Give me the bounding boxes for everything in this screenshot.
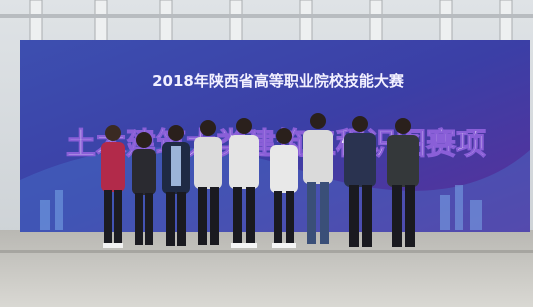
curb (0, 250, 533, 253)
photo: 2018年陕西省高等职业院校技能大赛 土木建筑大类建筑工程识图赛项 (0, 0, 533, 307)
banner-title: 2018年陕西省高等职业院校技能大赛 (152, 72, 405, 90)
pavement (0, 230, 533, 307)
